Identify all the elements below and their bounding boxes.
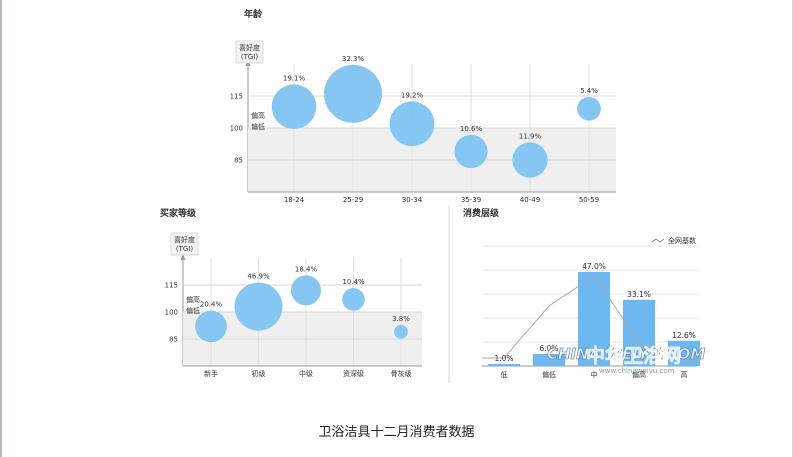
watermark-url: www.chinaweiyu.com	[599, 367, 675, 375]
spend-bar	[668, 340, 700, 366]
spend-bar	[533, 354, 565, 366]
buyer-y-axis-arrow	[180, 254, 186, 260]
buyer-chart-title: 买家等级	[160, 207, 197, 219]
spend-bar	[623, 299, 655, 366]
buyer-ylabel-line1: 喜好度	[174, 235, 195, 244]
buyer-share-label: 20.4%	[200, 301, 223, 309]
age-share-label: 19.1%	[283, 74, 306, 82]
age-ylabel-box	[235, 40, 264, 64]
buyer-ytick-label: 100	[165, 309, 178, 317]
watermark-cn: 中华卫浴网	[586, 344, 681, 367]
spend-value-label: 12.6%	[672, 331, 696, 340]
spend-value-label: 47.0%	[582, 262, 606, 271]
age-share-label: 10.6%	[460, 125, 483, 133]
buyer-share-label: 18.4%	[295, 265, 318, 273]
age-ytick-label: 85	[234, 157, 243, 165]
age-bubble	[577, 96, 601, 121]
watermark-en: CHINA WEIYU.COM	[547, 345, 705, 363]
buyer-bubble	[234, 282, 283, 331]
age-xtick-label: 18-24	[284, 196, 305, 204]
age-bubble	[454, 134, 488, 169]
buyer-bubble	[290, 275, 322, 306]
buyer-band-low-label: 偏低	[186, 306, 200, 315]
spend-value-label: 33.1%	[627, 290, 651, 299]
age-ylabel-line1: 喜好度	[239, 43, 260, 52]
age-share-label: 5.4%	[580, 87, 598, 95]
buyer-share-label: 10.4%	[342, 278, 365, 286]
age-bubble	[271, 84, 317, 129]
buyer-share-label: 3.8%	[392, 315, 410, 323]
age-bubble	[324, 64, 382, 123]
age-share-label: 19.2%	[401, 91, 424, 99]
buyer-ytick-label: 115	[165, 282, 178, 290]
age-ytick-label: 115	[230, 93, 243, 101]
buyer-ylabel-box	[170, 232, 199, 256]
spend-xtick-label: 低	[501, 370, 508, 379]
age-xtick-label: 35-39	[461, 196, 481, 204]
spend-value-label: 1.0%	[494, 354, 513, 363]
legend-line-icon	[651, 238, 665, 243]
age-bubble	[389, 101, 435, 147]
buyer-xtick-label: 骨灰级	[391, 369, 412, 378]
buyer-share-label: 46.9%	[247, 273, 270, 281]
spend-xtick-label: 高	[681, 370, 688, 379]
age-band-low-label: 偏低	[251, 122, 265, 131]
age-share-label: 32.3%	[342, 55, 365, 63]
buyer-xtick-label: 中级	[299, 369, 313, 378]
age-xtick-label: 40-49	[520, 196, 540, 204]
buyer-xtick-label: 资深级	[343, 369, 364, 378]
spend-baseline-line	[482, 275, 697, 361]
watermark-logo: CHINA WEIYU.COM 中华卫浴网 www.chinaweiyu.com	[547, 344, 706, 375]
spend-value-label: 6.0%	[539, 344, 558, 353]
buyer-xtick-label: 新手	[204, 369, 218, 378]
age-xtick-label: 30-34	[402, 196, 423, 204]
spend-bar	[578, 272, 610, 366]
age-band-high-label: 偏高	[251, 111, 265, 120]
age-bubble	[512, 142, 548, 178]
left-border	[0, 0, 2, 457]
buyer-xtick-label: 初级	[252, 369, 266, 378]
spend-xtick-label: 中	[591, 370, 598, 379]
spend-bar	[488, 364, 520, 366]
spend-xtick-label: 偏高	[632, 370, 646, 379]
buyer-bubble	[195, 310, 227, 343]
buyer-ylabel-line2: (TGI)	[176, 245, 193, 253]
age-share-label: 11.9%	[519, 132, 542, 140]
buyer-bubble	[394, 324, 408, 339]
age-chart-title: 年龄	[244, 8, 263, 20]
buyer-ytick-label: 85	[169, 336, 178, 344]
buyer-bubble	[342, 288, 365, 311]
page-caption: 卫浴洁具十二月消费者数据	[318, 425, 475, 440]
age-xtick-label: 50-59	[579, 196, 599, 204]
age-ylabel-line2: (TGI)	[241, 53, 258, 61]
age-ytick-label: 100	[230, 125, 243, 133]
age-xtick-label: 25-29	[343, 196, 363, 204]
spend-legend-label: 全网基数	[668, 236, 696, 245]
spend-chart-title: 消费层级	[463, 207, 500, 219]
spend-xtick-label: 偏低	[542, 370, 556, 379]
buyer-band-high-label: 偏高	[186, 295, 200, 304]
